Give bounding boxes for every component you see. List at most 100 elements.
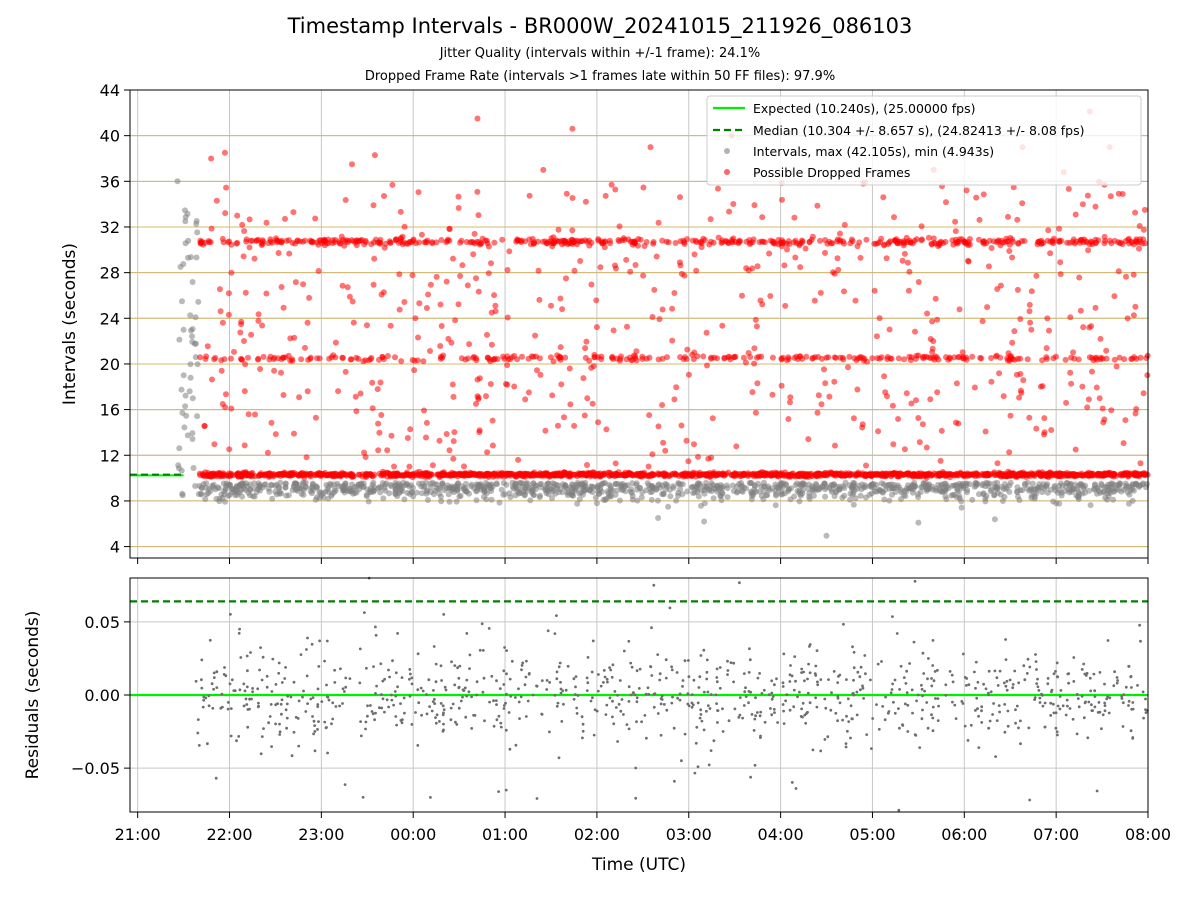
residual-point — [1056, 675, 1059, 679]
residual-point — [1022, 664, 1026, 668]
residual-point — [394, 694, 398, 698]
dropped-frame-point — [594, 354, 601, 361]
interval-point — [436, 490, 443, 497]
residual-point — [508, 747, 512, 751]
dropped-frame-point — [451, 429, 458, 436]
dropped-frame-point — [1088, 323, 1095, 330]
dropped-frame-point — [1009, 254, 1016, 261]
dropped-frame-point — [739, 292, 745, 299]
residual-point — [925, 701, 929, 704]
dropped-frame-point — [1078, 237, 1084, 244]
residual-point — [1058, 695, 1062, 698]
dropped-frame-point — [757, 297, 764, 304]
residual-point — [930, 684, 934, 688]
dropped-frame-point — [925, 234, 932, 241]
dropped-frame-point — [380, 356, 387, 363]
residual-point — [794, 787, 798, 790]
residual-point — [381, 697, 385, 701]
dropped-frame-point — [655, 356, 662, 363]
dropped-frame-point — [953, 419, 959, 426]
dropped-frame-point — [1048, 427, 1055, 433]
dropped-frame-point — [785, 416, 792, 422]
dropped-frame-point — [612, 186, 619, 193]
dropped-frame-point — [814, 409, 821, 416]
residual-point — [1046, 677, 1050, 680]
residual-point — [331, 717, 335, 721]
dropped-frame-point — [791, 214, 798, 221]
dropped-frame-point — [683, 437, 690, 444]
dropped-frame-point — [817, 289, 824, 296]
residual-point — [294, 715, 298, 719]
dropped-frame-point — [450, 438, 457, 445]
residual-point — [892, 700, 895, 704]
residual-point — [605, 703, 609, 707]
residual-point — [562, 702, 565, 706]
interval-point — [717, 482, 724, 488]
residual-point — [245, 703, 249, 706]
dropped-frame-point — [1019, 200, 1026, 207]
dropped-frame-point — [522, 396, 529, 403]
dropped-frame-point — [878, 354, 885, 361]
interval-point — [1136, 482, 1143, 489]
dropped-frame-point — [656, 316, 663, 323]
residual-point — [944, 693, 948, 697]
residual-point — [505, 649, 508, 652]
residual-point — [858, 675, 862, 679]
dropped-frame-point — [1137, 238, 1144, 245]
residual-point — [1097, 701, 1101, 704]
interval-point — [272, 482, 279, 489]
dropped-frame-point — [937, 457, 944, 464]
residual-point — [902, 676, 906, 679]
residual-point — [564, 688, 568, 692]
dropped-frame-point — [407, 426, 414, 433]
residual-point — [852, 666, 856, 670]
dropped-frame-point — [445, 236, 451, 243]
dropped-frame-point — [322, 469, 329, 476]
residual-point — [705, 670, 709, 674]
residual-point — [687, 675, 691, 679]
residual-point — [737, 716, 741, 719]
residual-point — [905, 691, 909, 694]
dropped-frame-point — [559, 306, 566, 313]
residual-point — [702, 648, 706, 652]
residual-point — [306, 636, 309, 640]
dropped-frame-point — [286, 250, 293, 257]
dropped-frame-point — [242, 361, 249, 368]
residual-point — [285, 726, 288, 730]
interval-point — [1108, 480, 1115, 487]
residual-point — [311, 696, 315, 699]
dropped-frame-point — [698, 244, 705, 251]
dropped-frame-point — [590, 363, 597, 370]
dropped-frame-point — [712, 472, 719, 479]
residual-point — [312, 732, 315, 736]
dropped-frame-point — [1033, 272, 1040, 279]
residual-point — [726, 673, 729, 676]
dropped-frame-point — [404, 435, 411, 441]
dropped-frame-point — [437, 353, 444, 360]
legend: Expected (10.240s), (25.00000 fps) Media… — [706, 95, 1142, 186]
dropped-frame-point — [485, 243, 492, 250]
dropped-frame-point — [915, 352, 922, 359]
residual-point — [310, 642, 314, 646]
residual-point — [658, 678, 662, 682]
residual-point — [612, 722, 616, 726]
dropped-frame-point — [684, 236, 690, 243]
residual-point — [897, 808, 901, 812]
dropped-frame-point — [832, 354, 839, 361]
dropped-frame-point — [427, 348, 433, 354]
dropped-frame-point — [684, 346, 691, 353]
dropped-frame-point — [901, 250, 908, 257]
dropped-frame-point — [423, 419, 430, 426]
dropped-frame-point — [691, 349, 698, 356]
interval-point — [739, 488, 746, 495]
interval-point — [761, 479, 767, 486]
residual-point — [1115, 676, 1119, 679]
dropped-frame-point — [241, 338, 247, 344]
residual-point — [664, 676, 668, 680]
dropped-frame-point — [402, 471, 409, 478]
residual-point — [317, 720, 320, 723]
dropped-frame-point — [556, 238, 563, 245]
residual-point — [936, 697, 940, 700]
interval-point — [1029, 480, 1036, 487]
dropped-frame-point — [988, 378, 995, 385]
